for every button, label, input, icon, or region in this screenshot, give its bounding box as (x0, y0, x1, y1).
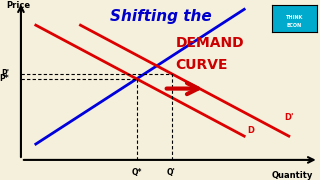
Text: P*: P* (0, 74, 9, 83)
Text: D: D (247, 126, 254, 135)
Text: P': P' (1, 69, 9, 78)
Text: Shifting the: Shifting the (110, 9, 212, 24)
Text: D': D' (284, 113, 294, 122)
Text: Q*: Q* (132, 168, 142, 177)
Text: THINK: THINK (286, 15, 303, 20)
Text: Q': Q' (167, 168, 176, 177)
Text: ECON: ECON (287, 23, 302, 28)
Text: CURVE: CURVE (176, 58, 228, 73)
Text: DEMAND: DEMAND (176, 36, 244, 50)
Text: Price: Price (6, 1, 30, 10)
Text: Quantity: Quantity (271, 171, 313, 180)
